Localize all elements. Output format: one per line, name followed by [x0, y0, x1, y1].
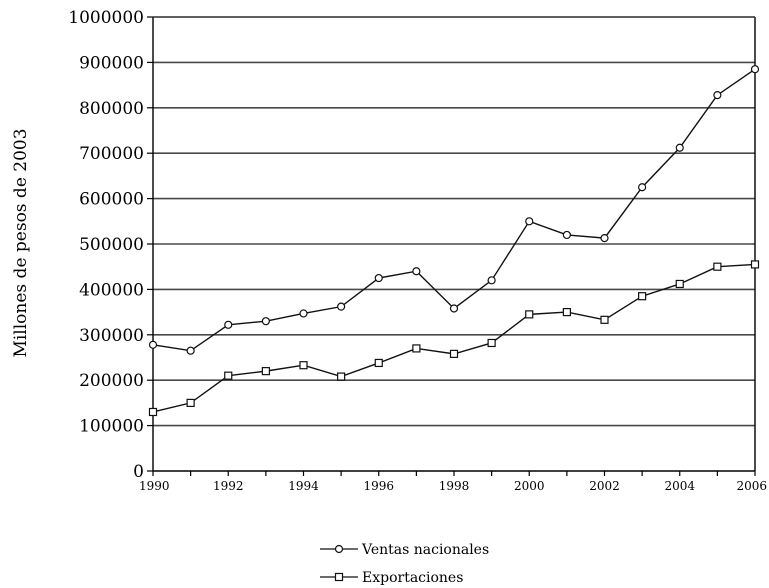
- x-tick-labels: 1990 1992 1994 1996 1998 2000 2002 2004 2006: [139, 471, 767, 493]
- y-tick-labels: 0 100000 200000 300000 400000 500000 600000 700…: [68, 8, 153, 482]
- data-point: [374, 273, 383, 283]
- data-point: [299, 309, 308, 318]
- x-tick-label: 1996: [363, 479, 394, 493]
- data-point: [487, 338, 496, 348]
- x-tick-label: 1998: [439, 479, 470, 493]
- data-point: [186, 398, 195, 407]
- data-point: [600, 315, 609, 324]
- x-tick-label: 2006: [736, 479, 767, 493]
- data-point: [750, 65, 760, 74]
- legend-label: Ventas nacionales: [361, 542, 489, 558]
- legend-marker: [334, 572, 344, 582]
- legend-item: Exportaciones: [320, 570, 463, 586]
- data-point: [750, 260, 760, 269]
- legend-marker: [334, 544, 344, 554]
- x-tick-label: 1990: [139, 479, 170, 493]
- data-point: [525, 217, 534, 226]
- data-point: [713, 262, 722, 271]
- y-tick-label: 600000: [79, 190, 144, 210]
- x-tick-label: 2000: [514, 479, 545, 493]
- data-point: [412, 267, 421, 276]
- x-tick-label: 2004: [664, 479, 695, 493]
- data-point: [299, 361, 308, 370]
- data-point: [224, 320, 233, 329]
- data-point: [261, 317, 270, 326]
- series: [148, 65, 760, 417]
- data-point: [148, 340, 158, 349]
- series-1: [148, 65, 760, 355]
- data-point: [713, 90, 722, 100]
- data-point: [449, 304, 459, 313]
- y-tick-label: 300000: [79, 326, 144, 346]
- data-point: [186, 346, 195, 355]
- y-tick-label: 800000: [79, 99, 144, 119]
- legend-label: Exportaciones: [362, 570, 463, 586]
- data-point: [337, 302, 346, 311]
- y-tick-label: 1000000: [68, 8, 144, 28]
- y-tick-label: 400000: [79, 280, 144, 300]
- gridlines: [153, 16, 755, 427]
- y-tick-label: 900000: [79, 53, 144, 73]
- data-point: [600, 233, 609, 243]
- data-point: [449, 349, 459, 358]
- x-tick-label: 1994: [288, 479, 319, 493]
- y-tick-label: 100000: [79, 417, 144, 437]
- y-axis-label: Millones de pesos de 2003: [11, 128, 31, 357]
- data-point: [638, 183, 647, 192]
- series-2: [148, 260, 760, 417]
- x-tick-label: 1992: [213, 479, 244, 493]
- data-point: [562, 230, 571, 240]
- data-point: [148, 407, 158, 417]
- y-tick-label: 200000: [79, 371, 144, 391]
- y-tick-label: 700000: [79, 144, 144, 164]
- data-point: [525, 310, 534, 319]
- data-point: [675, 143, 684, 152]
- legend: Ventas nacionales Exportaciones: [320, 542, 489, 586]
- series-line: [152, 263, 756, 413]
- data-point: [337, 372, 346, 381]
- data-point: [224, 371, 233, 380]
- legend-item: Ventas nacionales: [320, 542, 489, 558]
- data-point: [675, 279, 684, 289]
- data-point: [562, 308, 571, 317]
- data-point: [487, 276, 496, 285]
- data-point: [261, 367, 270, 376]
- data-point: [374, 358, 383, 368]
- y-tick-label: 500000: [79, 235, 144, 255]
- x-tick-label: 2002: [589, 479, 620, 493]
- y-tick-label: 0: [133, 462, 144, 482]
- data-point: [412, 344, 421, 353]
- data-point: [638, 292, 647, 301]
